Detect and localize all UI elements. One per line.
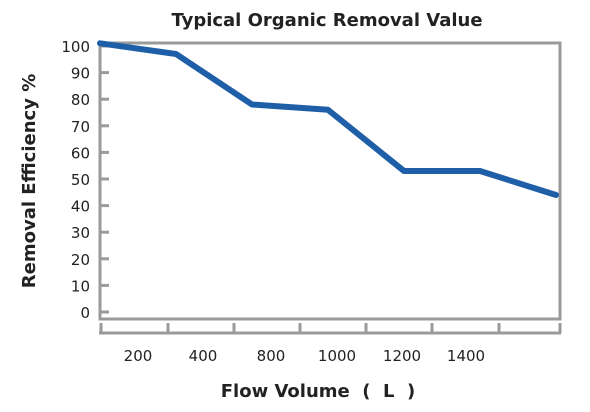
y-tick-label: 30 [71, 224, 90, 242]
y-tick-label: 80 [71, 91, 90, 109]
y-tick-label: 0 [80, 304, 90, 322]
y-tick-label: 10 [71, 277, 90, 295]
series-line [97, 40, 559, 198]
y-axis-ticks: 0 10 20 30 40 50 60 70 80 90 100 [61, 38, 109, 322]
y-tick-label: 90 [71, 65, 90, 83]
plot-frame [98, 41, 562, 321]
x-tick-label: 1000 [318, 347, 356, 365]
y-tick-label: 100 [61, 38, 90, 56]
x-axis-label: Flow Volume ( L ) [221, 381, 416, 402]
y-tick-label: 40 [71, 198, 90, 216]
y-tick-label: 20 [71, 251, 90, 269]
y-axis-label: Removal Efficiency % [19, 74, 40, 288]
y-tick-label: 70 [71, 118, 90, 136]
y-tick-label: 60 [71, 144, 90, 162]
x-tick-label: 400 [189, 347, 218, 365]
y-tick-label: 50 [71, 171, 90, 189]
chart-title: Typical Organic Removal Value [171, 10, 482, 31]
x-tick-label: 1200 [383, 347, 421, 365]
x-tick-label: 1400 [447, 347, 485, 365]
x-tick-label: 200 [124, 347, 153, 365]
series-layer [97, 40, 559, 198]
x-axis: 200 400 800 1000 1200 1400 [99, 323, 562, 365]
x-tick-label: 800 [257, 347, 286, 365]
